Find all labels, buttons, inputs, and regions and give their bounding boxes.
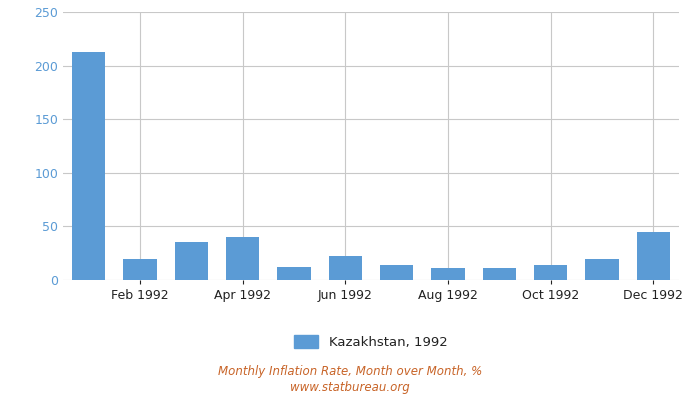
Text: www.statbureau.org: www.statbureau.org — [290, 381, 410, 394]
Bar — [534, 265, 567, 280]
Bar — [329, 256, 362, 280]
Bar — [483, 268, 516, 280]
Bar — [174, 242, 208, 280]
Bar — [72, 52, 105, 280]
Bar — [637, 232, 670, 280]
Bar — [277, 267, 311, 280]
Bar — [226, 237, 259, 280]
Legend: Kazakhstan, 1992: Kazakhstan, 1992 — [289, 330, 453, 354]
Text: Monthly Inflation Rate, Month over Month, %: Monthly Inflation Rate, Month over Month… — [218, 365, 482, 378]
Bar — [380, 265, 413, 280]
Bar — [431, 268, 465, 280]
Bar — [585, 258, 619, 280]
Bar — [123, 258, 157, 280]
